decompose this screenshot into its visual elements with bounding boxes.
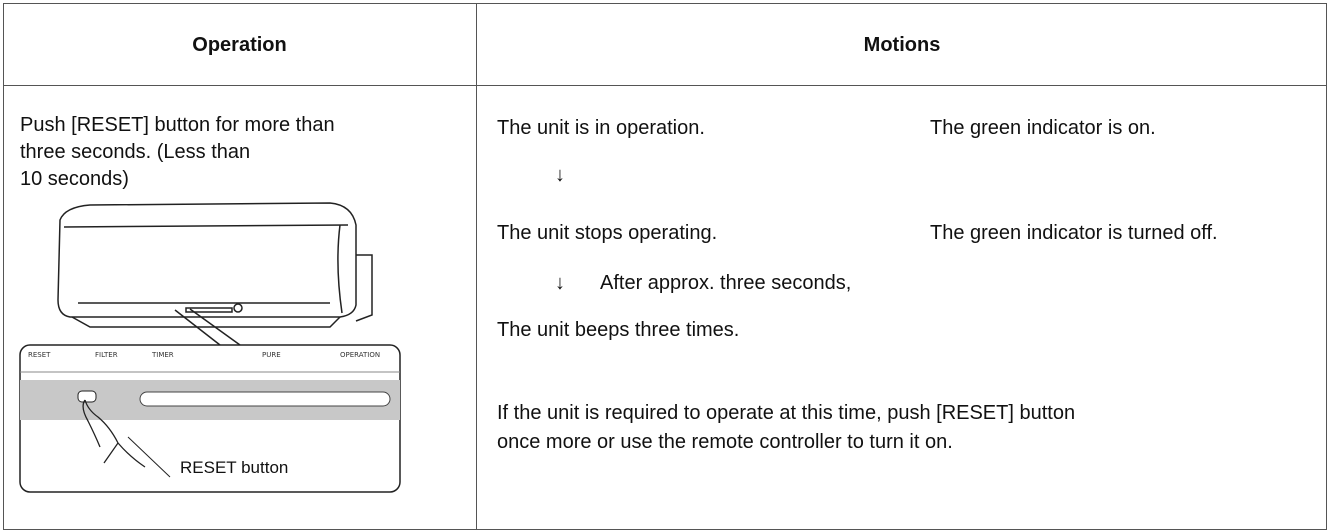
column-rule — [476, 3, 477, 530]
motion-note: If the unit is required to operate at th… — [497, 402, 1076, 424]
hand — [82, 399, 146, 468]
operation-text: three seconds. (Less than — [20, 141, 251, 163]
panel-label: PURE — [262, 351, 281, 359]
panel-slot — [139, 391, 391, 407]
panel-label: OPERATION — [340, 351, 380, 359]
header-cell: Motions — [863, 34, 941, 56]
arrow: ↓ — [555, 164, 565, 186]
table-border — [3, 3, 1327, 530]
motion-state: The unit stops operating. — [497, 222, 718, 244]
panel-label: RESET — [28, 351, 51, 359]
header-cell: Operation — [192, 34, 287, 56]
motion-indicator: The green indicator is on. — [930, 117, 1156, 139]
panel-label: FILTER — [95, 351, 118, 359]
callout-line — [127, 436, 171, 478]
air-conditioner — [57, 202, 373, 346]
callout-label: RESET button — [180, 458, 288, 477]
header-rule — [3, 3, 1327, 86]
illustration: RESET FILTER TIMER PURE OPERATION RESET … — [19, 202, 401, 493]
reset-button — [77, 390, 97, 403]
operation-text: 10 seconds) — [20, 168, 129, 190]
panel-label: TIMER — [151, 351, 174, 359]
motion-indicator: The green indicator is turned off. — [930, 222, 1218, 244]
motion-note: After approx. three seconds, — [600, 272, 852, 294]
motion-note: once more or use the remote controller t… — [497, 431, 953, 453]
operation-text: Push [RESET] button for more than — [20, 114, 335, 136]
arrow: ↓ — [555, 272, 565, 294]
motion-state: The unit beeps three times. — [497, 319, 740, 341]
motion-state: The unit is in operation. — [497, 117, 705, 139]
